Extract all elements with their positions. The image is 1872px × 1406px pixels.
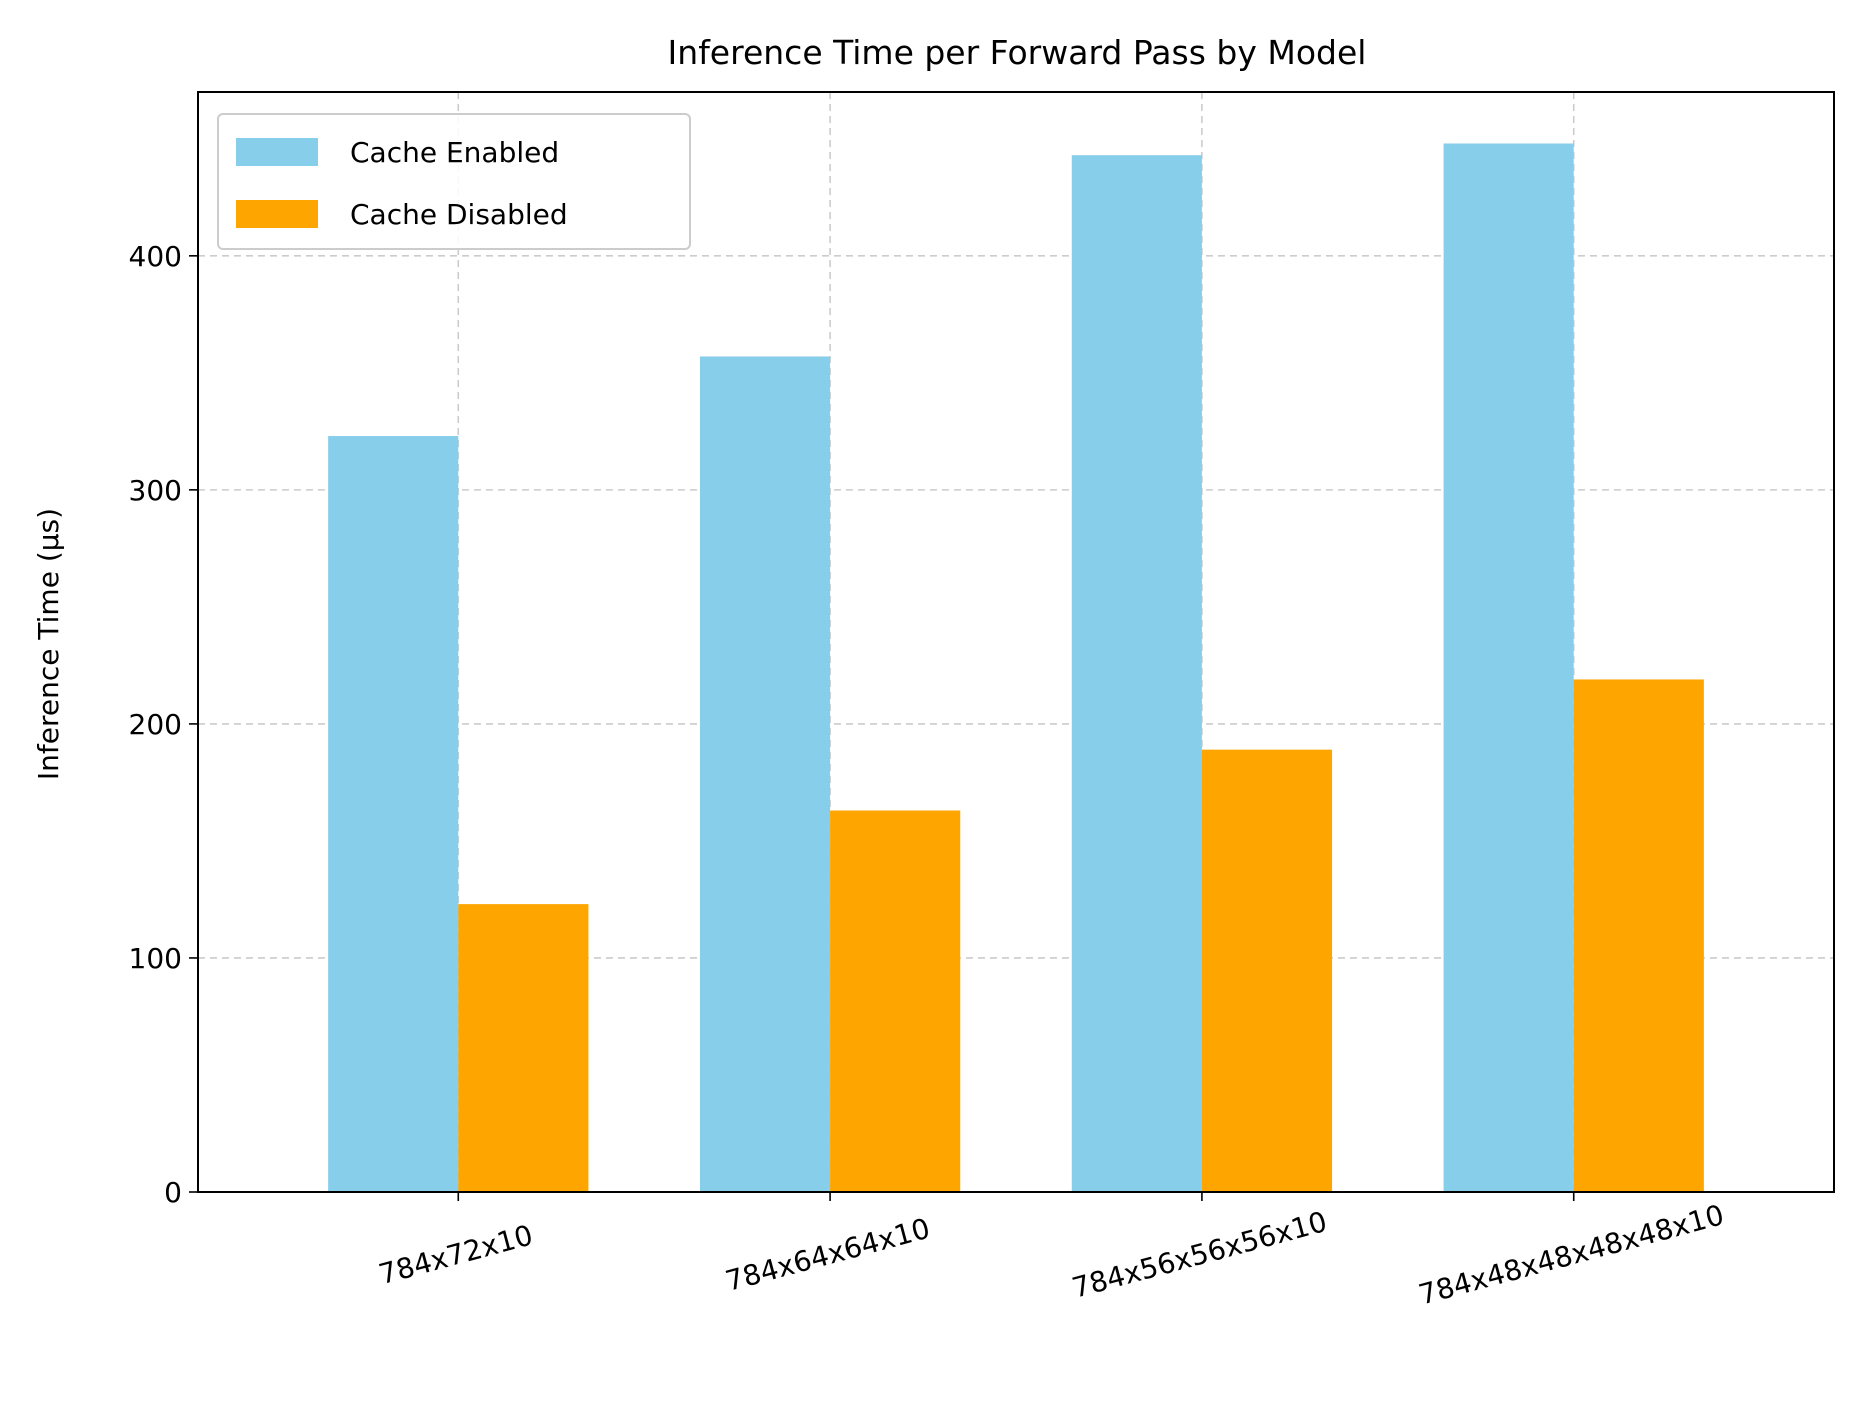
legend-swatch	[236, 200, 318, 228]
legend-label: Cache Disabled	[350, 198, 568, 231]
y-tick-label: 100	[129, 942, 182, 975]
bars	[328, 143, 1704, 1192]
chart-title: Inference Time per Forward Pass by Model	[668, 33, 1367, 72]
y-tick-label: 400	[129, 240, 182, 273]
legend-label: Cache Enabled	[350, 136, 559, 169]
x-tick-label: 784x48x48x48x48x10	[1415, 1198, 1727, 1311]
x-tick-label: 784x64x64x10	[722, 1212, 933, 1298]
legend-box	[217, 113, 691, 250]
bar-cache-disabled	[1573, 679, 1704, 1192]
bar-cache-disabled	[458, 904, 589, 1192]
bar-cache-disabled	[830, 810, 961, 1192]
y-axis-label: Inference Time (µs)	[32, 508, 65, 780]
legend-swatch	[236, 138, 318, 166]
legend: Cache Enabled Cache Disabled	[217, 113, 691, 250]
y-tick-label: 200	[129, 708, 182, 741]
x-tick-label: 784x56x56x56x10	[1069, 1205, 1331, 1305]
x-axis: 784x72x10 784x64x64x10 784x56x56x56x10 784x…	[375, 1192, 1727, 1311]
bar-cache-disabled	[1201, 749, 1333, 1192]
y-axis: 0 100 200 300 400	[129, 240, 198, 1209]
plot-frame	[197, 91, 1835, 1193]
bar-cache-enabled	[1071, 155, 1202, 1192]
bar-cache-enabled	[1443, 143, 1574, 1192]
bar-cache-enabled	[699, 356, 831, 1192]
x-tick-label: 784x72x10	[375, 1218, 536, 1291]
y-tick-label: 300	[129, 474, 182, 507]
bar-cache-enabled	[328, 436, 459, 1192]
y-tick-label: 0	[164, 1176, 182, 1209]
